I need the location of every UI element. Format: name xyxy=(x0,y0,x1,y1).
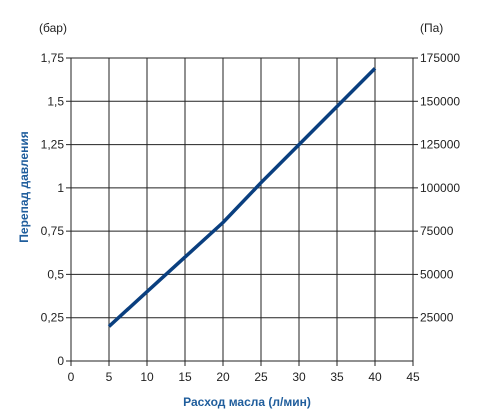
y2-tick-label: 150000 xyxy=(420,94,460,108)
y2-tick-label: 25000 xyxy=(420,311,454,325)
y-tick-label: 1 xyxy=(57,181,64,195)
x-tick-label: 45 xyxy=(406,370,420,384)
x-tick-label: 40 xyxy=(368,370,382,384)
y-axis-title: Перепад давления xyxy=(17,131,31,242)
x-axis-title: Расход масла (л/мин) xyxy=(183,395,311,409)
grid xyxy=(66,57,418,366)
y-tick-label: 0 xyxy=(57,354,64,368)
y-unit-left: (бар) xyxy=(39,21,67,35)
y-unit-right: (Па) xyxy=(420,21,443,35)
x-tick-label: 5 xyxy=(106,370,113,384)
y-tick-label: 0,25 xyxy=(41,311,65,325)
x-tick-label: 35 xyxy=(330,370,344,384)
x-tick-label: 15 xyxy=(178,370,192,384)
x-tick-label: 30 xyxy=(292,370,306,384)
x-tick-label: 25 xyxy=(254,370,268,384)
series-line xyxy=(107,67,377,328)
tick-labels: 0 5 10 15 20 25 30 35 40 45 0 0,25 0,5 0,75 1 1,25 1,5 1,… xyxy=(41,51,461,384)
x-tick-label: 20 xyxy=(216,370,230,384)
x-tick-label: 0 xyxy=(68,370,75,384)
y-tick-label: 1,75 xyxy=(41,51,65,65)
y-tick-label: 1,5 xyxy=(47,94,64,108)
y2-tick-label: 100000 xyxy=(420,181,460,195)
series-layer xyxy=(107,67,377,328)
y-tick-label: 0,75 xyxy=(41,224,65,238)
y2-tick-label: 50000 xyxy=(420,267,454,281)
y2-tick-label: 175000 xyxy=(420,51,460,65)
y2-tick-label: 125000 xyxy=(420,138,460,152)
y2-tick-label: 75000 xyxy=(420,224,454,238)
x-tick-label: 10 xyxy=(140,370,154,384)
y-tick-label: 1,25 xyxy=(41,138,65,152)
y-tick-label: 0,5 xyxy=(47,267,64,281)
